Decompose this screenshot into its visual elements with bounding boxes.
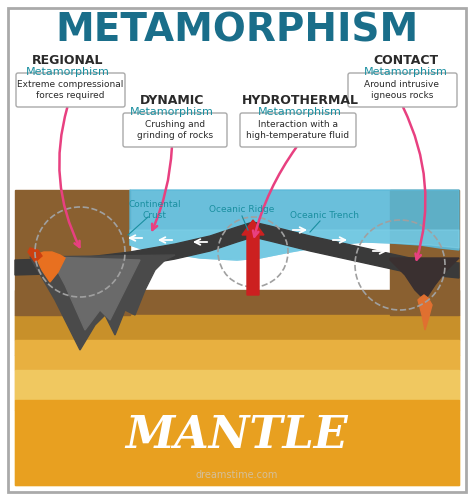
Text: CONTACT: CONTACT xyxy=(374,54,438,66)
Polygon shape xyxy=(30,255,175,350)
Text: METAMORPHISM: METAMORPHISM xyxy=(55,11,419,49)
Text: Around intrusive
igneous rocks: Around intrusive igneous rocks xyxy=(365,80,439,100)
Polygon shape xyxy=(390,258,459,300)
Text: Continental
Crust: Continental Crust xyxy=(128,200,182,220)
Polygon shape xyxy=(15,370,459,400)
Text: Crushing and
grinding of rocks: Crushing and grinding of rocks xyxy=(137,120,213,140)
Text: Oceanic Ridge: Oceanic Ridge xyxy=(210,206,275,214)
Polygon shape xyxy=(28,248,42,262)
Polygon shape xyxy=(130,190,459,260)
FancyBboxPatch shape xyxy=(240,113,356,147)
Polygon shape xyxy=(15,400,459,485)
Text: Metamorphism: Metamorphism xyxy=(26,67,110,77)
Text: Oceanic Trench: Oceanic Trench xyxy=(291,210,359,220)
Polygon shape xyxy=(50,257,140,330)
Text: Metamorphism: Metamorphism xyxy=(130,107,214,117)
Polygon shape xyxy=(418,295,432,330)
Polygon shape xyxy=(35,252,65,282)
Polygon shape xyxy=(130,230,459,260)
Text: REGIONAL: REGIONAL xyxy=(32,54,104,66)
Polygon shape xyxy=(390,190,459,315)
Text: Metamorphism: Metamorphism xyxy=(364,67,448,77)
Text: Extreme compressional
forces required: Extreme compressional forces required xyxy=(17,80,123,100)
Text: dreamstime.com: dreamstime.com xyxy=(196,470,278,480)
FancyBboxPatch shape xyxy=(16,73,125,107)
Polygon shape xyxy=(15,340,459,370)
Polygon shape xyxy=(253,222,459,278)
FancyBboxPatch shape xyxy=(123,113,227,147)
Polygon shape xyxy=(15,222,253,275)
Polygon shape xyxy=(15,290,459,315)
Text: MANTLE: MANTLE xyxy=(126,414,348,457)
Text: Interaction with a
high-temperature fluid: Interaction with a high-temperature flui… xyxy=(246,120,349,140)
Polygon shape xyxy=(15,315,459,340)
Text: HYDROTHERMAL: HYDROTHERMAL xyxy=(241,94,358,106)
Polygon shape xyxy=(15,190,130,315)
Text: DYNAMIC: DYNAMIC xyxy=(140,94,204,106)
FancyBboxPatch shape xyxy=(348,73,457,107)
FancyArrow shape xyxy=(242,220,264,295)
Text: Metamorphism: Metamorphism xyxy=(258,107,342,117)
